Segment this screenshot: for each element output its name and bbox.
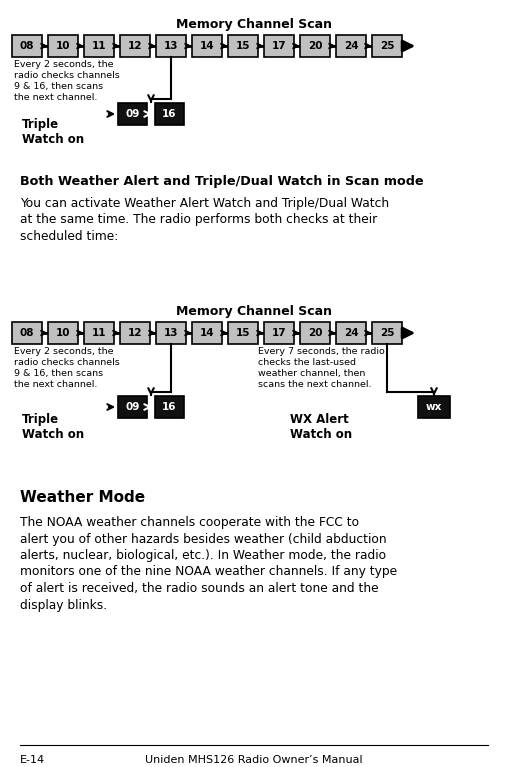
FancyBboxPatch shape <box>118 103 147 125</box>
Text: 24: 24 <box>344 328 358 338</box>
FancyBboxPatch shape <box>372 322 402 344</box>
Text: 24: 24 <box>344 41 358 51</box>
Text: 16: 16 <box>162 402 177 412</box>
Text: Triple
Watch on: Triple Watch on <box>22 413 84 441</box>
Text: The NOAA weather channels cooperate with the FCC to
alert you of other hazards b: The NOAA weather channels cooperate with… <box>20 516 397 611</box>
FancyBboxPatch shape <box>336 35 366 57</box>
FancyBboxPatch shape <box>336 322 366 344</box>
FancyBboxPatch shape <box>418 396 450 418</box>
Text: 15: 15 <box>236 328 250 338</box>
Text: WX Alert
Watch on: WX Alert Watch on <box>290 413 352 441</box>
Text: 20: 20 <box>308 41 322 51</box>
Text: You can activate Weather Alert Watch and Triple/Dual Watch
at the same time. The: You can activate Weather Alert Watch and… <box>20 197 389 243</box>
Text: Both Weather Alert and Triple/Dual Watch in Scan mode: Both Weather Alert and Triple/Dual Watch… <box>20 175 424 188</box>
Text: Memory Channel Scan: Memory Channel Scan <box>176 18 332 31</box>
FancyBboxPatch shape <box>48 322 78 344</box>
Text: Uniden MHS126 Radio Owner’s Manual: Uniden MHS126 Radio Owner’s Manual <box>145 755 363 765</box>
FancyBboxPatch shape <box>155 396 184 418</box>
FancyBboxPatch shape <box>118 396 147 418</box>
FancyBboxPatch shape <box>120 35 150 57</box>
Text: 14: 14 <box>200 328 214 338</box>
Text: 12: 12 <box>128 41 142 51</box>
FancyBboxPatch shape <box>228 322 258 344</box>
FancyBboxPatch shape <box>156 322 186 344</box>
Text: 17: 17 <box>272 328 287 338</box>
Text: Every 2 seconds, the
radio checks channels
9 & 16, then scans
the next channel.: Every 2 seconds, the radio checks channe… <box>14 60 120 102</box>
Text: 09: 09 <box>125 109 140 119</box>
FancyBboxPatch shape <box>264 35 294 57</box>
FancyBboxPatch shape <box>155 103 184 125</box>
FancyBboxPatch shape <box>12 35 42 57</box>
Text: Every 7 seconds, the radio
checks the last-used
weather channel, then
scans the : Every 7 seconds, the radio checks the la… <box>258 347 385 390</box>
Text: Triple
Watch on: Triple Watch on <box>22 118 84 146</box>
Text: 20: 20 <box>308 328 322 338</box>
Text: 08: 08 <box>20 328 34 338</box>
FancyBboxPatch shape <box>48 35 78 57</box>
Text: 08: 08 <box>20 41 34 51</box>
FancyBboxPatch shape <box>300 322 330 344</box>
Text: 09: 09 <box>125 402 140 412</box>
Text: Weather Mode: Weather Mode <box>20 490 145 505</box>
FancyBboxPatch shape <box>84 322 114 344</box>
FancyBboxPatch shape <box>12 322 42 344</box>
FancyBboxPatch shape <box>192 322 222 344</box>
Text: 10: 10 <box>56 328 70 338</box>
Text: 15: 15 <box>236 41 250 51</box>
FancyBboxPatch shape <box>120 322 150 344</box>
Text: Memory Channel Scan: Memory Channel Scan <box>176 305 332 318</box>
FancyBboxPatch shape <box>156 35 186 57</box>
Text: 11: 11 <box>92 41 106 51</box>
Text: 14: 14 <box>200 41 214 51</box>
Text: 13: 13 <box>164 328 178 338</box>
FancyBboxPatch shape <box>264 322 294 344</box>
Text: wx: wx <box>426 402 442 412</box>
FancyBboxPatch shape <box>228 35 258 57</box>
FancyBboxPatch shape <box>84 35 114 57</box>
Text: 11: 11 <box>92 328 106 338</box>
FancyBboxPatch shape <box>372 35 402 57</box>
FancyBboxPatch shape <box>192 35 222 57</box>
Text: 10: 10 <box>56 41 70 51</box>
Text: 25: 25 <box>380 328 394 338</box>
Text: 17: 17 <box>272 41 287 51</box>
Text: 25: 25 <box>380 41 394 51</box>
Text: Every 2 seconds, the
radio checks channels
9 & 16, then scans
the next channel.: Every 2 seconds, the radio checks channe… <box>14 347 120 390</box>
FancyBboxPatch shape <box>300 35 330 57</box>
Text: 13: 13 <box>164 41 178 51</box>
Text: 16: 16 <box>162 109 177 119</box>
Text: 12: 12 <box>128 328 142 338</box>
Text: E-14: E-14 <box>20 755 45 765</box>
